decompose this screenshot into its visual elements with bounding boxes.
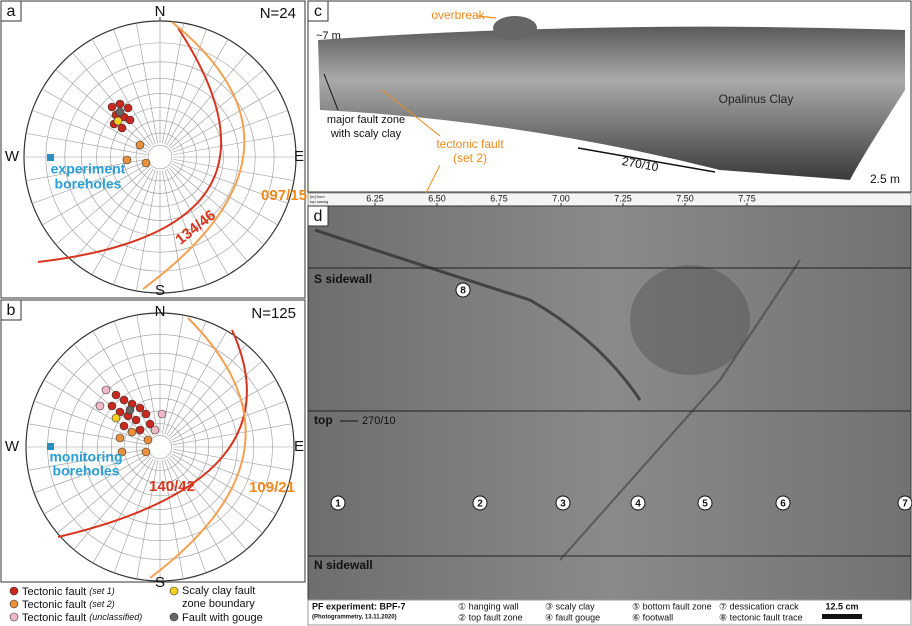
footer-title: PF experiment: BPF-7 bbox=[312, 601, 406, 611]
legend: Tectonic fault (set 1) Tectonic fault (s… bbox=[10, 585, 263, 624]
annotation: (set 2) bbox=[453, 151, 487, 165]
panel-label: c bbox=[314, 3, 322, 20]
legend-label: Scaly clay fault bbox=[182, 585, 255, 597]
legend-label: Tectonic fault (set 2) bbox=[22, 599, 115, 611]
marker-label: 3 bbox=[560, 499, 566, 510]
legend-label: Tectonic fault (unclassified) bbox=[22, 612, 142, 624]
footer-item: ⑧ tectonic fault trace bbox=[719, 612, 803, 622]
panel-label: a bbox=[7, 3, 16, 20]
legend-name: Tectonic fault bbox=[22, 612, 86, 624]
footer-item: ④ fault gouge bbox=[545, 612, 600, 622]
borehole-label: boreholes bbox=[53, 463, 120, 479]
fault-zone bbox=[630, 265, 750, 375]
unrolled-image bbox=[308, 206, 911, 600]
footer-item: ② top fault zone bbox=[458, 612, 523, 622]
annotation: overbreak bbox=[431, 8, 485, 22]
overbreak-shape bbox=[493, 16, 537, 40]
panel-label: b bbox=[7, 302, 16, 319]
ruler-tick-label: 7.25 bbox=[614, 193, 632, 203]
marker-label: 4 bbox=[635, 499, 641, 510]
borehole-label: boreholes bbox=[55, 176, 122, 192]
marker-label: 6 bbox=[780, 499, 786, 510]
ruler-tick-label: 7.50 bbox=[676, 193, 694, 203]
direction-label: 270/10 bbox=[362, 415, 396, 427]
scale-label: 12.5 cm bbox=[825, 601, 858, 611]
marker-label: 2 bbox=[477, 499, 483, 510]
legend-qualifier: (unclassified) bbox=[89, 612, 142, 622]
legend-name: Tectonic fault bbox=[22, 586, 86, 598]
east: E bbox=[294, 438, 304, 455]
ruler-tick-label: 7.00 bbox=[552, 193, 570, 203]
legend-label: Tectonic fault (set 1) bbox=[22, 586, 115, 598]
marker-label: 1 bbox=[335, 499, 341, 510]
south: S bbox=[155, 574, 165, 591]
ruler-unit: top casing bbox=[310, 199, 328, 204]
marker-label: 5 bbox=[702, 499, 708, 510]
legend-name: Tectonic fault bbox=[22, 599, 86, 611]
legend-qualifier: (set 1) bbox=[89, 586, 115, 596]
plane-label: 097/15 bbox=[261, 187, 307, 204]
north: N bbox=[155, 3, 166, 20]
ruler-tick-label: 7.75 bbox=[738, 193, 756, 203]
footer-item: ③ scaly clay bbox=[545, 601, 595, 611]
figure: a N=24 N E S W experiment boreholes 134/… bbox=[0, 0, 912, 626]
south: S bbox=[155, 282, 165, 299]
marker-label: 8 bbox=[460, 286, 466, 297]
north: N bbox=[155, 303, 166, 320]
borehole-label: experiment bbox=[51, 161, 126, 177]
annotation: ~7 m bbox=[316, 30, 341, 42]
east: E bbox=[294, 148, 304, 165]
annotation: Opalinus Clay bbox=[719, 92, 794, 106]
count: N=125 bbox=[251, 305, 296, 322]
stereonet-b bbox=[26, 309, 294, 581]
footer-subtitle: (Photogrammetry, 13.11.2020) bbox=[312, 615, 397, 621]
count: N=24 bbox=[260, 5, 296, 22]
legend-qualifier: (set 2) bbox=[89, 599, 115, 609]
sidewall-label: N sidewall bbox=[314, 558, 373, 572]
legend-label: zone boundary bbox=[182, 598, 255, 610]
annotation: tectonic fault bbox=[436, 137, 504, 151]
plane-label: 109/21 bbox=[249, 479, 295, 496]
panel-label: d bbox=[314, 208, 323, 225]
annotation: 2.5 m bbox=[870, 172, 900, 186]
sidewall-label: S sidewall bbox=[314, 272, 372, 286]
top-label: top bbox=[314, 413, 333, 427]
ruler-tick-label: 6.25 bbox=[366, 193, 384, 203]
annotation: with scaly clay bbox=[330, 128, 402, 140]
footer-item: ⑦ dessication crack bbox=[719, 601, 799, 611]
ruler-tick-label: 6.75 bbox=[490, 193, 508, 203]
stereonet-a bbox=[24, 17, 296, 293]
ruler-tick-label: 6.50 bbox=[428, 193, 446, 203]
west: W bbox=[5, 438, 20, 455]
ruler bbox=[308, 193, 911, 206]
footer-item: ⑥ footwall bbox=[632, 612, 673, 622]
annotation: major fault zone bbox=[327, 114, 405, 126]
legend-label: Fault with gouge bbox=[182, 612, 263, 624]
plane-label: 140/42 bbox=[149, 478, 195, 495]
footer-item: ① hanging wall bbox=[458, 601, 519, 611]
scale-bar bbox=[822, 614, 862, 619]
footer-item: ⑤ bottom fault zone bbox=[632, 601, 712, 611]
west: W bbox=[5, 148, 20, 165]
marker-label: 7 bbox=[902, 499, 908, 510]
